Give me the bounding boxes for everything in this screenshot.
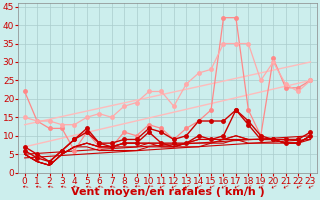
Text: ↙: ↙ <box>145 183 153 191</box>
Text: ↙: ↙ <box>83 183 91 191</box>
Text: ↙: ↙ <box>45 183 54 191</box>
Text: ↙: ↙ <box>220 183 227 191</box>
Text: ↙: ↙ <box>244 183 252 191</box>
Text: ↙: ↙ <box>182 183 190 191</box>
Text: ↙: ↙ <box>120 183 128 191</box>
Text: ↙: ↙ <box>20 183 29 191</box>
X-axis label: Vent moyen/en rafales ( km/h ): Vent moyen/en rafales ( km/h ) <box>71 187 264 197</box>
Text: ↙: ↙ <box>232 183 240 191</box>
Text: ↙: ↙ <box>132 183 141 191</box>
Text: ↙: ↙ <box>70 183 78 191</box>
Text: ↙: ↙ <box>33 183 41 191</box>
Text: ↙: ↙ <box>95 183 103 191</box>
Text: ↙: ↙ <box>170 183 178 191</box>
Text: ↙: ↙ <box>108 183 116 191</box>
Text: ↙: ↙ <box>257 183 265 191</box>
Text: ↙: ↙ <box>269 183 277 191</box>
Text: ↙: ↙ <box>307 183 314 191</box>
Text: ↙: ↙ <box>207 183 215 191</box>
Text: ↙: ↙ <box>58 183 66 191</box>
Text: ↙: ↙ <box>294 183 302 191</box>
Text: ↙: ↙ <box>195 183 203 191</box>
Text: ↙: ↙ <box>282 183 289 191</box>
Text: ↙: ↙ <box>157 183 165 191</box>
